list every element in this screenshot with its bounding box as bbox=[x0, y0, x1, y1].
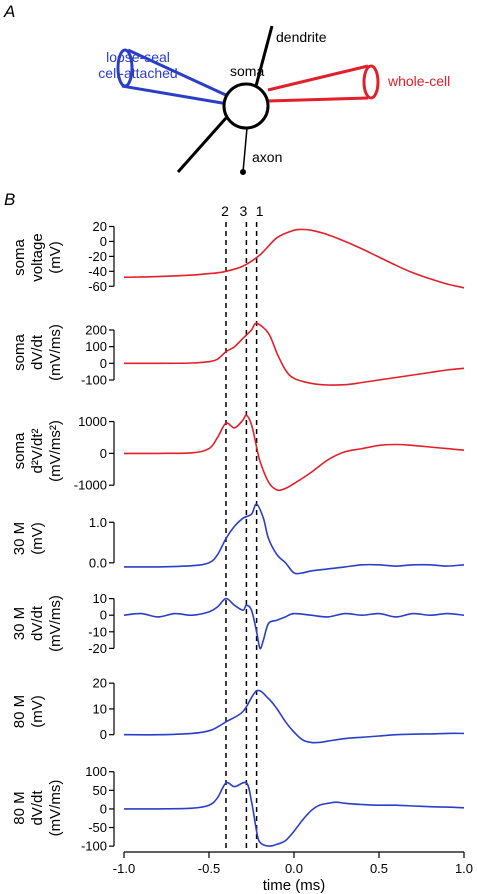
cell-attached-pipette bbox=[116, 48, 229, 106]
marker-lines bbox=[225, 222, 258, 852]
x-tick-label: -0.5 bbox=[198, 861, 220, 876]
y-tick-label: -10 bbox=[88, 624, 107, 639]
y-axis-label: (mV/ms) bbox=[47, 780, 64, 837]
basal-process bbox=[176, 117, 228, 173]
axon-process bbox=[242, 127, 248, 173]
y-axis-label: voltage bbox=[29, 233, 46, 281]
y-axis-label: 30 M bbox=[11, 522, 28, 555]
trace-line bbox=[123, 228, 465, 289]
y-axis-label: dV/dt bbox=[29, 790, 46, 826]
y-axis-label: (mV/ms²) bbox=[47, 420, 64, 482]
panel-6: 20 10 0 80 M (mV) bbox=[11, 676, 465, 744]
panel-b-label: B bbox=[4, 190, 15, 209]
y-tick-label: -20 bbox=[88, 641, 107, 656]
panel-1: 200-20-40-60 soma voltage (mV) bbox=[11, 219, 465, 294]
axon-terminal bbox=[240, 169, 246, 175]
y-tick-label: -20 bbox=[88, 249, 107, 264]
y-tick-label: 1000 bbox=[78, 414, 107, 429]
y-tick-label: 20 bbox=[93, 219, 107, 234]
y-tick-label: 0 bbox=[100, 234, 107, 249]
y-axis-label: d²V/dt² bbox=[29, 428, 46, 473]
y-axis-label: 30 M bbox=[11, 607, 28, 640]
y-tick-label: -40 bbox=[88, 264, 107, 279]
x-tick-label: 1.0 bbox=[455, 861, 473, 876]
y-tick-label: 100 bbox=[85, 339, 107, 354]
y-tick-label: -50 bbox=[88, 820, 107, 835]
y-axis-label: soma bbox=[11, 239, 28, 276]
trace-line bbox=[123, 503, 465, 575]
y-axis-label: soma bbox=[11, 432, 28, 469]
x-tick-label: 0.0 bbox=[285, 861, 303, 876]
trace-line bbox=[123, 689, 465, 744]
y-axis-label: (mV/ms) bbox=[47, 595, 64, 652]
x-tick-label: -1.0 bbox=[113, 861, 135, 876]
y-tick-label: -100 bbox=[81, 839, 107, 854]
y-axis-label: (mV) bbox=[29, 695, 46, 728]
x-axis-label: time (ms) bbox=[263, 877, 326, 894]
marker-label-1: 1 bbox=[256, 203, 264, 219]
y-tick-label: 50 bbox=[93, 783, 107, 798]
y-axis-label: soma bbox=[11, 334, 28, 371]
y-tick-label: -100 bbox=[81, 373, 107, 388]
panel-a-label: A bbox=[3, 2, 15, 21]
whole-cell-pipette bbox=[267, 64, 380, 103]
y-axis-label: 80 M bbox=[11, 791, 28, 824]
soma-label: soma bbox=[230, 63, 264, 79]
y-tick-label: 0 bbox=[100, 801, 107, 816]
cell-attached-label-line2: cell-attached bbox=[98, 65, 177, 81]
trace-line bbox=[123, 322, 465, 386]
trace-line bbox=[123, 414, 465, 492]
y-axis-label: (mV) bbox=[29, 522, 46, 555]
y-axis-label: dV/dt bbox=[29, 605, 46, 641]
y-tick-label: 20 bbox=[93, 676, 107, 691]
y-tick-label: -1000 bbox=[74, 478, 107, 493]
cell-attached-label-line1: loose-seal bbox=[106, 49, 170, 65]
y-tick-label: 0 bbox=[100, 608, 107, 623]
marker-label-2: 2 bbox=[221, 203, 229, 219]
y-tick-label: 100 bbox=[85, 764, 107, 779]
y-tick-label: 0.0 bbox=[89, 555, 107, 570]
panel-4: 1.0 0.0 30 M (mV) bbox=[11, 503, 465, 575]
y-tick-label: 10 bbox=[93, 701, 107, 716]
y-tick-label: 200 bbox=[85, 323, 107, 338]
soma-circle bbox=[222, 82, 270, 130]
y-axis-label: (mV/ms) bbox=[47, 324, 64, 381]
dendrite-label: dendrite bbox=[276, 29, 327, 45]
marker-label-3: 3 bbox=[240, 203, 248, 219]
trace-line bbox=[123, 597, 465, 650]
y-tick-label: 1.0 bbox=[89, 515, 107, 530]
dendrite-process bbox=[254, 25, 274, 87]
y-tick-label: 0 bbox=[100, 356, 107, 371]
y-tick-label: 0 bbox=[100, 446, 107, 461]
x-tick-label: 0.5 bbox=[370, 861, 388, 876]
trace-line bbox=[123, 781, 465, 847]
y-axis-label: 80 M bbox=[11, 695, 28, 728]
whole-cell-label: whole-cell bbox=[387, 73, 450, 89]
axon-label: axon bbox=[252, 149, 282, 165]
panel-3: 1000 0 -1000 soma d²V/dt² (mV/ms²) bbox=[11, 414, 465, 493]
y-tick-label: -60 bbox=[88, 279, 107, 294]
y-axis-label: (mV) bbox=[47, 241, 64, 274]
y-tick-label: 0 bbox=[100, 727, 107, 742]
y-axis-label: dV/dt bbox=[29, 334, 46, 370]
cell-schematic bbox=[116, 25, 380, 175]
y-tick-label: 10 bbox=[93, 591, 107, 606]
x-axis: -1.0 -0.5 0.0 0.5 1.0 bbox=[113, 851, 473, 876]
